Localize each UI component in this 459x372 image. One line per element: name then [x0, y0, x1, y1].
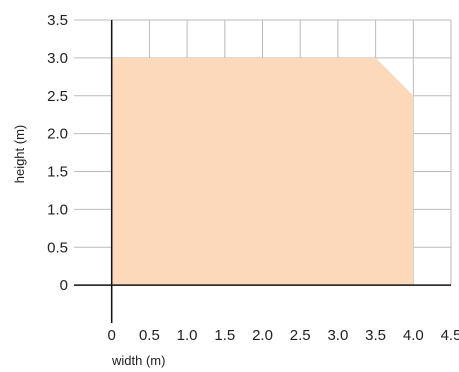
area-series-0	[111, 57, 414, 286]
x-tick-label-5: 2.5	[290, 327, 311, 344]
x-axis-label: width (m)	[111, 353, 165, 368]
y-tick-label-7: 3.5	[47, 12, 68, 29]
y-tick-label-2: 1.0	[47, 201, 68, 218]
x-tick-label-8: 4.0	[403, 327, 424, 344]
x-tick-label-1: 0.5	[139, 327, 160, 344]
x-tick-label-4: 2.0	[252, 327, 273, 344]
y-axis-label: height (m)	[12, 125, 27, 184]
x-tick-label-3: 1.5	[214, 327, 235, 344]
y-tick-labels: 0 0.5 1.0 1.5 2.0 2.5 3.0 3.5	[47, 12, 68, 294]
y-tick-label-5: 2.5	[47, 88, 68, 105]
y-tick-label-0: 0	[60, 277, 68, 294]
x-tick-label-6: 3.0	[327, 327, 348, 344]
x-tick-labels: 0 0.5 1.0 1.5 2.0 2.5 3.0 3.5 4.0 4.5	[108, 327, 459, 344]
y-tick-label-6: 3.0	[47, 50, 68, 67]
y-tick-label-3: 1.5	[47, 164, 68, 181]
y-tick-label-4: 2.0	[47, 126, 68, 143]
x-tick-label-7: 3.5	[365, 327, 386, 344]
area-layer	[111, 57, 414, 286]
x-tick-label-9: 4.5	[441, 327, 459, 344]
axes	[74, 20, 451, 323]
x-tick-label-0: 0	[108, 327, 116, 344]
y-tick-label-1: 0.5	[47, 239, 68, 256]
x-tick-label-2: 1.0	[177, 327, 198, 344]
